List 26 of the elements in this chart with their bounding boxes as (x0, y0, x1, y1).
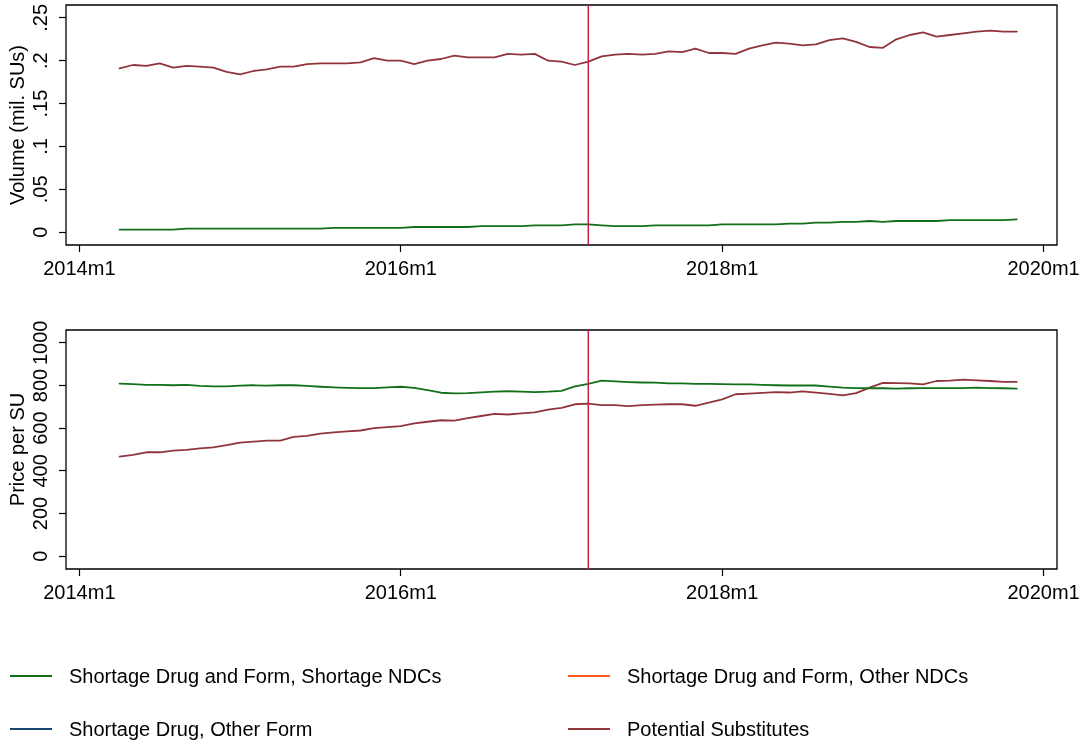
y-tick-label: .1 (28, 138, 51, 155)
x-tick-label: 2020m1 (1007, 256, 1080, 279)
x-tick-label: 2014m1 (43, 580, 116, 603)
x-tick-label: 2020m1 (1007, 580, 1080, 603)
legend-label: Potential Substitutes (627, 717, 810, 741)
y-tick-label: .2 (28, 52, 51, 70)
y-tick-label: 200 (28, 496, 51, 531)
y-axis-title: Price per SU (5, 392, 28, 507)
legend-label: Shortage Drug and Form, Other NDCs (627, 664, 969, 688)
legend-label: Shortage Drug and Form, Shortage NDCs (69, 664, 442, 688)
y-tick-label: 600 (28, 411, 51, 445)
x-tick-label: 2014m1 (43, 256, 116, 279)
y-tick-label: .15 (28, 89, 51, 118)
y-tick-label: 800 (28, 368, 51, 403)
y-tick-label: 0 (28, 226, 51, 238)
y-tick-label: .25 (28, 3, 51, 32)
x-tick-label: 2018m1 (686, 580, 759, 603)
x-tick-label: 2018m1 (686, 256, 759, 279)
x-tick-label: 2016m1 (364, 256, 437, 279)
y-tick-label: .05 (28, 175, 51, 204)
y-tick-label: 0 (28, 550, 51, 562)
y-tick-label: 1000 (28, 320, 51, 366)
y-tick-label: 400 (28, 454, 51, 488)
x-tick-label: 2016m1 (364, 580, 437, 603)
y-axis-title: Volume (mil. SUs) (5, 44, 28, 206)
legend-label: Shortage Drug, Other Form (69, 717, 313, 741)
